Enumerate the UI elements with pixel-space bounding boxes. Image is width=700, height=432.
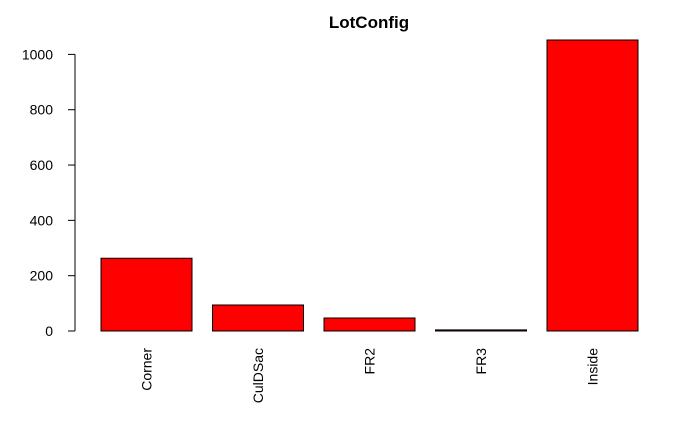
x-tick-label-culdsac: CulDSac: [250, 348, 266, 403]
bars-group: [100, 39, 639, 332]
y-tick-label: 800: [30, 102, 54, 118]
chart-title: LotConfig: [329, 13, 409, 32]
x-tick-label-fr3: FR3: [473, 348, 489, 375]
bar-corner: [100, 257, 193, 332]
x-tick-label-corner: Corner: [139, 348, 155, 391]
y-tick-label: 0: [45, 323, 53, 339]
bar-culdsac: [212, 304, 304, 332]
y-tick-label: 1000: [22, 46, 53, 62]
bar-fr3: [435, 329, 527, 332]
y-axis: 0 200 400 600 800 1000: [22, 46, 76, 339]
x-tick-label-inside: Inside: [585, 348, 601, 386]
bar-fr2: [323, 317, 416, 332]
x-axis-labels: Corner CulDSac FR2 FR3 Inside: [139, 348, 601, 404]
y-tick-label: 600: [30, 157, 54, 173]
y-tick-label: 400: [30, 212, 54, 228]
bar-inside: [546, 39, 639, 332]
y-tick-label: 200: [30, 268, 54, 284]
x-tick-label-fr2: FR2: [362, 348, 378, 375]
